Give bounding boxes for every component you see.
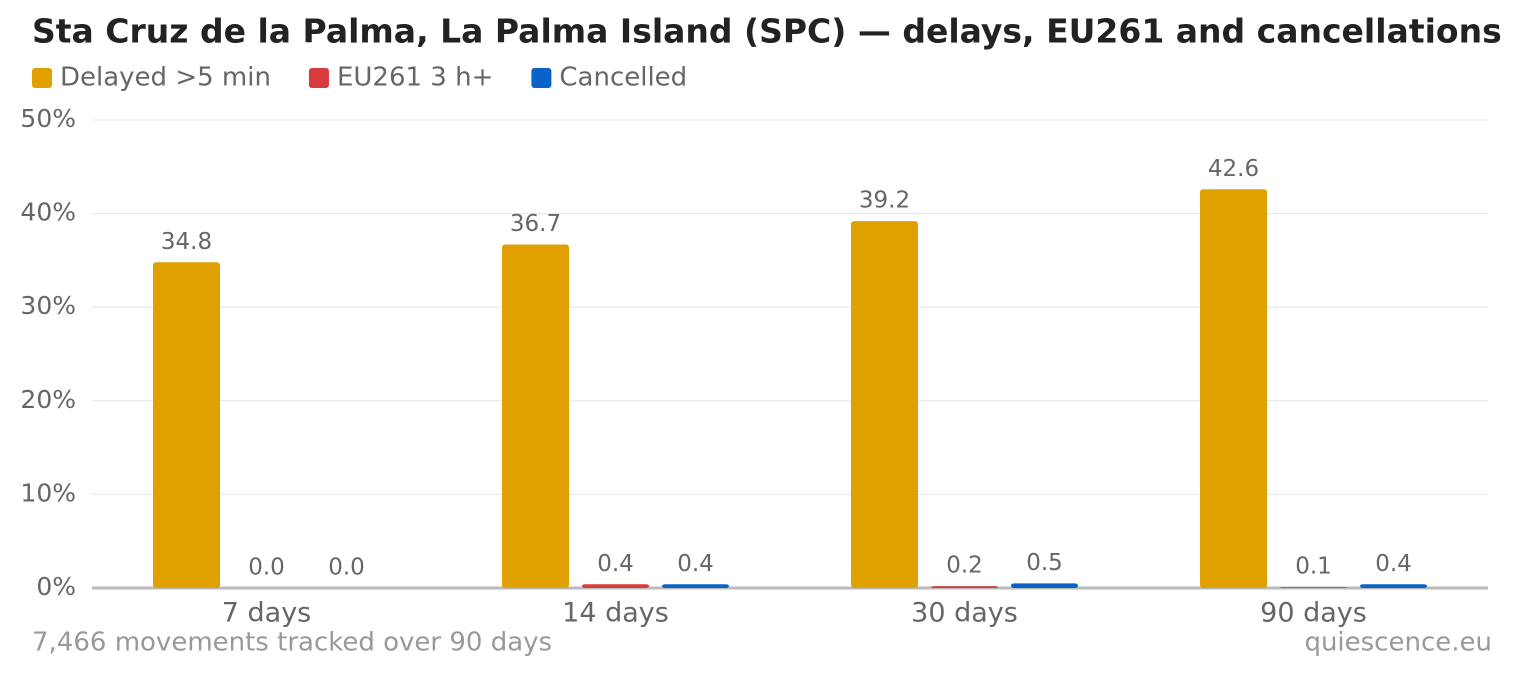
x-tick-label: 7 days: [222, 598, 312, 629]
bar: [582, 584, 649, 588]
x-tick-label: 90 days: [1260, 598, 1367, 629]
x-tick-label: 14 days: [562, 598, 669, 629]
bar: [1280, 587, 1347, 588]
bar: [1360, 584, 1427, 588]
data-label: 0.1: [1295, 554, 1332, 580]
x-tick-label: 30 days: [911, 598, 1018, 629]
bar: [851, 221, 918, 588]
data-label: 0.5: [1026, 550, 1063, 576]
chart-title: Sta Cruz de la Palma, La Palma Island (S…: [32, 12, 1502, 51]
legend-swatch: [32, 68, 52, 88]
data-label: 0.4: [1375, 551, 1412, 577]
bar: [931, 586, 998, 588]
bar: [502, 244, 569, 588]
bar: [662, 584, 729, 588]
legend-label: EU261 3 h+: [337, 63, 493, 93]
bar: [153, 262, 220, 588]
y-tick-label: 0%: [36, 572, 76, 601]
legend-label: Delayed >5 min: [60, 63, 271, 93]
source: quiescence.eu: [1304, 628, 1492, 658]
y-tick-label: 10%: [20, 478, 76, 507]
y-tick-label: 20%: [20, 385, 76, 414]
data-label: 34.8: [161, 229, 212, 255]
bar: [1200, 189, 1267, 588]
y-tick-label: 40%: [20, 198, 76, 227]
footnote: 7,466 movements tracked over 90 days: [32, 628, 552, 658]
data-label: 42.6: [1208, 156, 1259, 182]
data-label: 0.4: [597, 551, 634, 577]
data-label: 39.2: [859, 188, 910, 214]
y-tick-label: 30%: [20, 291, 76, 320]
y-tick-label: 50%: [20, 104, 76, 133]
data-label: 36.7: [510, 211, 561, 237]
data-label: 0.2: [946, 553, 983, 579]
legend-label: Cancelled: [559, 63, 687, 93]
legend-swatch: [531, 68, 552, 88]
data-label: 0.0: [248, 555, 285, 581]
legend-swatch: [308, 68, 329, 88]
data-label: 0.0: [328, 555, 365, 581]
bar: [1011, 583, 1078, 588]
data-label: 0.4: [677, 551, 714, 577]
